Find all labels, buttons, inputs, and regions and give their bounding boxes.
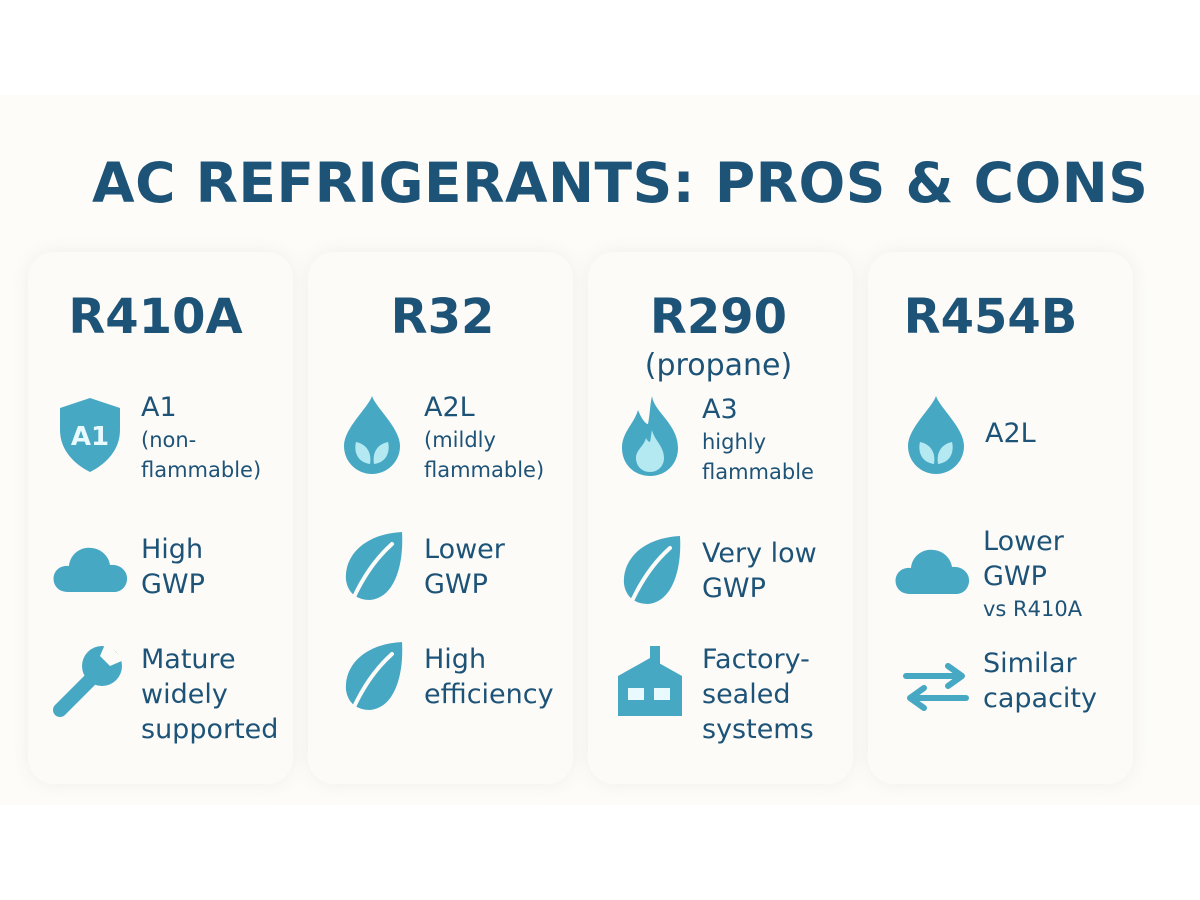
shield-label: A1 (71, 422, 109, 452)
page-title: AC REFRIGERANTS: PROS & CONS (92, 151, 1149, 215)
property-line-3: vs R410A (983, 597, 1083, 621)
property-text: A2L (mildly flammable) (424, 390, 544, 485)
property-line-3: flammable) (141, 458, 262, 482)
property-line-2: sealed (702, 679, 791, 710)
property-text: Lower GWP vs R410A (983, 524, 1082, 624)
property-line-1: A2L (424, 392, 475, 423)
property-line-1: High (141, 534, 204, 565)
property-line-2: capacity (983, 683, 1097, 714)
property-line-1: Factory- (702, 644, 810, 675)
factory-icon (608, 640, 692, 724)
property-text: A3 highly flammable (702, 392, 814, 487)
property-line-1: A1 (141, 392, 177, 423)
leaf-icon (610, 530, 694, 614)
property-line-1: Mature (141, 644, 236, 675)
card-r290: R290 (propane) A3 highly flammable (588, 252, 853, 784)
card-name: R32 (390, 289, 495, 345)
leaf-icon (332, 636, 416, 720)
property-text: Factory- sealed systems (702, 642, 814, 747)
property-line-2: (mildly (424, 428, 496, 452)
property-line-2: GWP (424, 569, 488, 600)
cloud-icon (48, 528, 132, 612)
property-line-3: flammable (702, 460, 814, 484)
property-line-1: Lower (424, 534, 505, 565)
card-r32: R32 A2L (mildly flammable) (308, 252, 573, 784)
property-text: High GWP (141, 532, 205, 602)
property-text: Mature widely supported (141, 642, 278, 747)
property-line-2: widely (141, 679, 228, 710)
droplet-leaf-icon (330, 392, 414, 476)
flame-icon (608, 394, 692, 478)
property-text: High efficiency (424, 642, 554, 712)
shield-a1-icon: A1 (48, 392, 132, 476)
droplet-leaf-icon (894, 392, 978, 476)
card-name: R454B (903, 289, 1078, 345)
property-line-2: highly (702, 430, 767, 454)
property-line-3: supported (141, 714, 279, 745)
property-line-1: Very low (702, 538, 817, 569)
card-r410a: R410A A1 A1 (non- flammable) High (28, 252, 293, 784)
property-line-3: systems (702, 714, 814, 745)
property-line-2: GWP (983, 561, 1047, 592)
property-line-2: (non- (141, 428, 197, 452)
property-line-1: Lower (983, 526, 1064, 557)
wrench-icon (46, 636, 130, 720)
card-name: R290 (649, 289, 788, 345)
leaf-icon (332, 526, 416, 610)
property-text: A1 (non- flammable) (141, 390, 261, 485)
property-line-1: Similar (983, 648, 1077, 679)
property-line-2: efficiency (424, 679, 554, 710)
cloud-icon (890, 530, 974, 614)
property-line-2: GWP (141, 569, 205, 600)
property-line-3: flammable) (424, 458, 545, 482)
property-text: A2L (985, 416, 1036, 451)
property-text: Lower GWP (424, 532, 505, 602)
card-r454b: R454B A2L Lower GWP vs (868, 252, 1133, 784)
property-line-1: A3 (702, 394, 738, 425)
property-line-1: High (424, 644, 487, 675)
property-text: Very low GWP (702, 536, 817, 606)
arrows-exchange-icon (894, 642, 978, 726)
property-line-1: A2L (985, 418, 1036, 449)
card-subtitle: (propane) (644, 348, 793, 383)
card-name: R410A (68, 289, 243, 345)
property-text: Similar capacity (983, 646, 1097, 716)
property-line-2: GWP (702, 573, 766, 604)
